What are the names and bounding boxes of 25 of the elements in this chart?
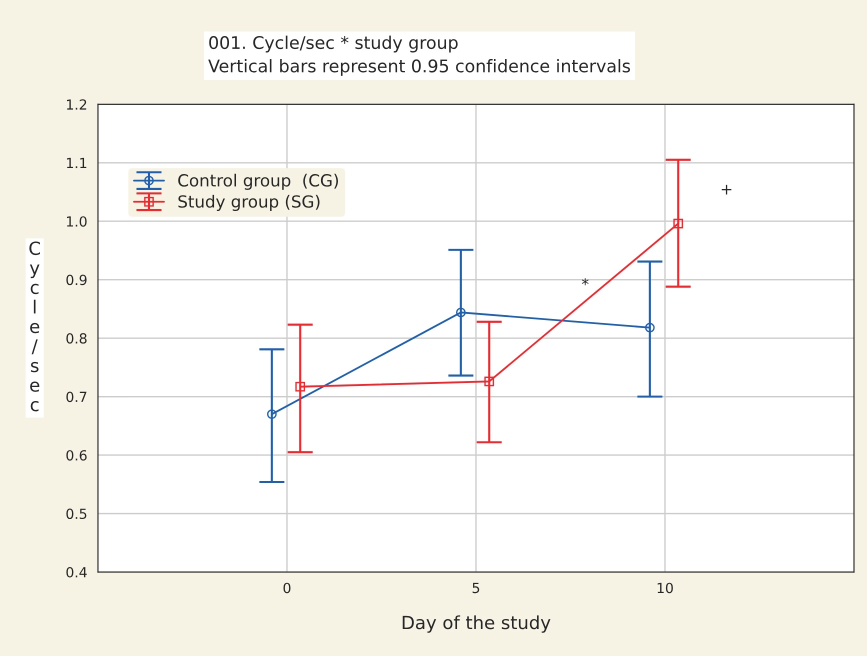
point	[295, 382, 306, 392]
y-tick-label: 0.8	[66, 333, 87, 344]
legend-label: Study group (SG)	[178, 194, 320, 212]
point	[456, 308, 466, 318]
y-tick-label: 0.4	[66, 567, 87, 578]
x-tick-label: 0	[283, 582, 290, 594]
annotation: *	[582, 278, 589, 286]
y-tick-label: 0.7	[66, 392, 86, 402]
point	[645, 322, 655, 333]
point	[484, 376, 494, 386]
text: Cycle/sec	[29, 241, 40, 412]
y-tick-label: 1.2	[66, 99, 86, 110]
annotation: +	[722, 184, 732, 194]
x-axis-title: Day of the study	[402, 615, 550, 633]
point	[673, 218, 684, 228]
y-tick-label: 0.5	[66, 508, 86, 520]
x-tick-label: 10	[658, 582, 673, 594]
x-tick-label: 5	[472, 582, 480, 594]
y-tick-label: 1.1	[66, 158, 86, 168]
legend-label: Control group (CG)	[178, 174, 338, 190]
y-tick-label: 0.6	[66, 450, 87, 461]
chart-title: 001. Cycle/sec * study group Vertical bars represent 0.95 confidence intervals	[208, 36, 630, 76]
y-tick-label: 0.9	[66, 274, 87, 286]
point	[266, 409, 277, 420]
y-tick-label: 1.0	[66, 216, 87, 227]
